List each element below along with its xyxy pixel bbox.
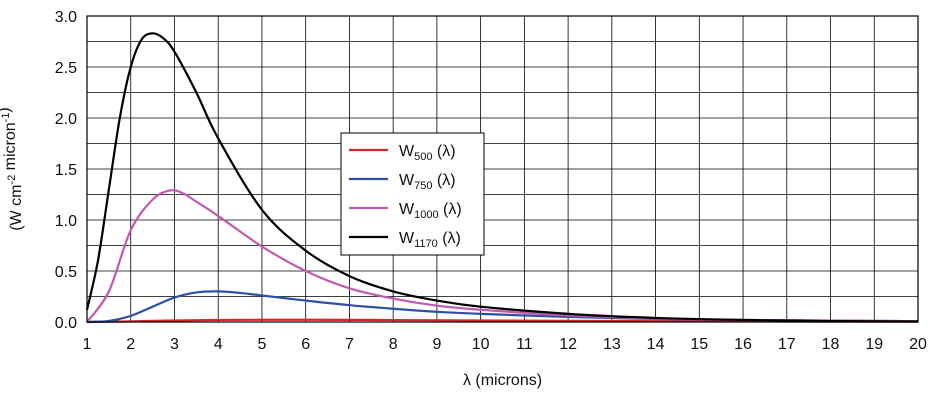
x-tick-label: 5 — [257, 336, 266, 353]
y-tick-label: 1.0 — [55, 213, 77, 230]
series-line-w1000 — [86, 189, 919, 323]
y-tick-label: 0.0 — [55, 315, 77, 332]
legend-label-w750: W750 (λ) — [399, 172, 456, 192]
series-line-w750 — [86, 290, 919, 324]
x-tick-label: 14 — [647, 336, 665, 353]
x-tick-label: 7 — [345, 336, 354, 353]
x-axis-title: λ (microns) — [463, 372, 542, 389]
x-tick-label: 6 — [301, 336, 310, 353]
x-tick-label: 18 — [822, 336, 840, 353]
y-tick-label: 1.5 — [55, 162, 77, 179]
x-tick-label: 3 — [170, 336, 179, 353]
grid — [86, 15, 919, 323]
x-tick-label: 15 — [690, 336, 708, 353]
x-tick-label: 4 — [214, 336, 223, 353]
y-tick-label: 2.5 — [55, 60, 77, 77]
series-line-w1170 — [85, 32, 919, 323]
legend: W500 (λ) W750 (λ) W1000 (λ) W1170 (λ) — [340, 132, 485, 256]
plot-frame — [86, 15, 919, 323]
y-tick-label: 2.0 — [55, 111, 77, 128]
x-tick-label: 20 — [909, 336, 927, 353]
x-tick-label: 16 — [734, 336, 752, 353]
x-tick-label: 10 — [472, 336, 490, 353]
legend-box — [340, 132, 485, 256]
x-tick-label: 11 — [516, 336, 533, 353]
x-tick-label: 17 — [778, 336, 796, 353]
y-tick-labels: 0.0 0.5 1.0 1.5 2.0 2.5 3.0 — [55, 9, 77, 332]
series-layer — [85, 32, 919, 324]
x-tick-label: 2 — [126, 336, 135, 353]
x-tick-label: 9 — [432, 336, 441, 353]
legend-label-w500: W500 (λ) — [399, 143, 456, 163]
x-tick-label: 1 — [83, 336, 92, 353]
y-axis-title: (W cm-2 micron-1) — [0, 107, 25, 231]
x-tick-label: 19 — [865, 336, 883, 353]
legend-label-w1000: W1000 (λ) — [399, 201, 462, 221]
x-tick-labels: 1 2 3 4 5 6 7 8 9 10 11 12 13 14 15 16 17 18 19 20 — [83, 336, 927, 353]
y-tick-label: 0.5 — [55, 264, 77, 281]
legend-label-w1170: W1170 (λ) — [399, 230, 461, 250]
x-tick-label: 12 — [559, 336, 577, 353]
x-tick-label: 13 — [603, 336, 621, 353]
series-line-w500 — [86, 318, 919, 324]
y-tick-label: 3.0 — [55, 9, 77, 26]
x-tick-label: 8 — [389, 336, 398, 353]
